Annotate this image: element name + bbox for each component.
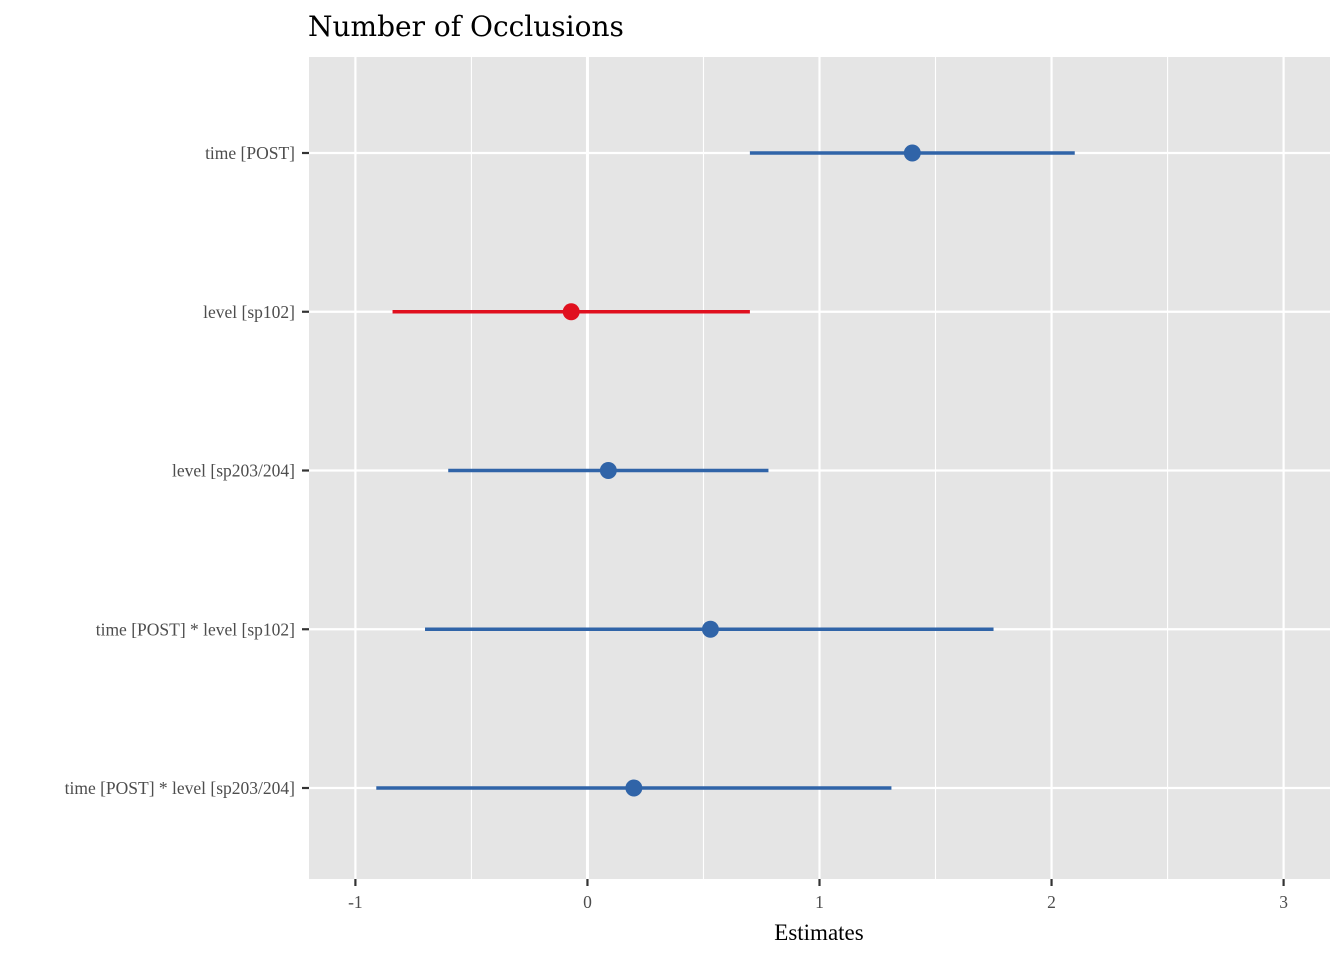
estimate-point	[599, 462, 617, 479]
estimate-point	[701, 620, 719, 638]
estimate-point	[562, 303, 580, 321]
x-tick-label: 2	[1047, 892, 1056, 912]
chart-title: Number of Occlusions	[308, 10, 624, 43]
axes: time [POST] level [sp102] level [sp203/204…	[65, 143, 1289, 912]
estimate-point	[903, 144, 921, 162]
y-tick-label: level [sp102]	[203, 302, 295, 322]
y-tick-label: time [POST] * level [sp203/204]	[65, 778, 295, 798]
estimate-marks	[376, 144, 1075, 797]
x-tick-label: -1	[348, 892, 363, 912]
x-axis-label: Estimates	[774, 920, 863, 945]
estimate-point	[625, 779, 643, 797]
y-tick-label: time [POST] * level [sp102]	[96, 619, 295, 639]
x-tick-label: 0	[583, 892, 592, 912]
x-tick-label: 3	[1279, 892, 1288, 912]
y-tick-label: level [sp203/204]	[172, 461, 295, 481]
x-tick-label: 1	[815, 892, 824, 912]
y-tick-label: time [POST]	[205, 143, 295, 163]
